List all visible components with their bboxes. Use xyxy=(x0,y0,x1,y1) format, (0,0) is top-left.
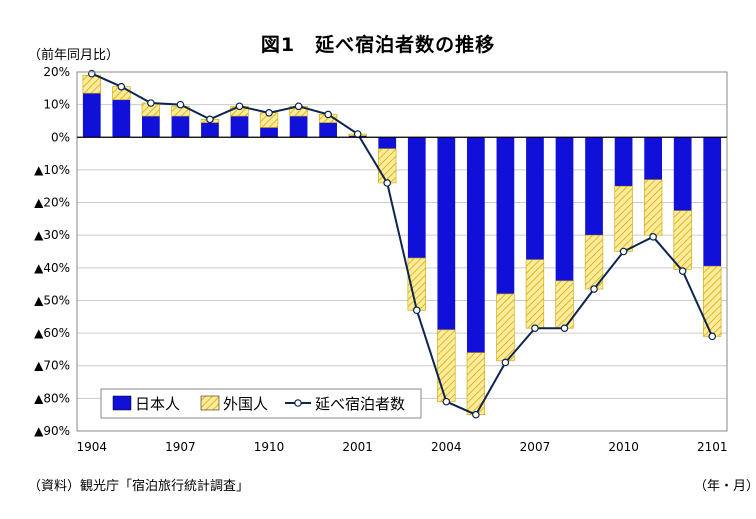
y-tick-label: ▲70% xyxy=(34,359,70,373)
bar-japanese xyxy=(585,137,603,236)
bar-japanese xyxy=(526,137,544,260)
total-series-line xyxy=(91,72,714,416)
total-point xyxy=(442,397,451,406)
bar-foreign xyxy=(614,185,633,252)
total-point xyxy=(649,233,657,241)
bar-japanese xyxy=(407,137,426,259)
y-tick-label: ▲80% xyxy=(34,391,70,405)
bar-foreign xyxy=(378,148,397,184)
total-point xyxy=(472,410,480,419)
legend-swatch-japanese xyxy=(112,395,132,411)
x-tick-label: 2101 xyxy=(697,440,728,454)
y-tick-label: ▲50% xyxy=(34,293,70,307)
bar-japanese xyxy=(201,122,219,138)
x-tick-label: 2007 xyxy=(520,440,551,454)
x-tick-label: 2004 xyxy=(431,440,462,454)
y-tick-label: ▲40% xyxy=(34,261,70,275)
total-point xyxy=(619,247,628,256)
legend-label-foreign: 外国人 xyxy=(223,395,268,413)
x-axis-unit-label: （年・月） xyxy=(694,479,756,494)
plot-frame xyxy=(76,71,728,432)
total-point xyxy=(531,324,539,332)
total-point xyxy=(708,332,717,341)
bar-japanese xyxy=(82,93,101,138)
y-tick-label: ▲30% xyxy=(34,228,70,242)
total-point xyxy=(87,69,96,78)
bars xyxy=(82,74,722,415)
bar-japanese xyxy=(230,116,249,138)
total-point xyxy=(176,100,185,109)
bar-japanese xyxy=(703,137,722,267)
legend-box xyxy=(100,388,422,419)
bar-japanese xyxy=(378,137,397,149)
axes: 20% 10% 0% ▲10% ▲20% ▲30% ▲40% ▲50% ▲60% ▲70% ▲80%… xyxy=(34,65,727,454)
x-tick-label: 1910 xyxy=(254,440,285,454)
source-note: （資料）観光庁「宿泊旅行統計調査」 xyxy=(28,479,250,494)
bar-japanese xyxy=(555,137,574,281)
bar-foreign xyxy=(643,179,663,236)
bar-japanese xyxy=(467,137,485,353)
y-tick-label: ▲20% xyxy=(34,196,70,210)
bar-japanese xyxy=(289,116,308,138)
bar-foreign xyxy=(525,259,545,329)
bar-japanese xyxy=(260,127,278,138)
bar-japanese xyxy=(644,137,662,180)
x-tick-label: 1904 xyxy=(76,440,107,454)
legend-marker-total xyxy=(294,399,302,407)
legend-swatch-foreign xyxy=(200,395,220,411)
total-point xyxy=(590,285,598,293)
legend-label-total: 延べ宿泊者数 xyxy=(315,395,405,413)
total-point xyxy=(117,82,126,91)
bar-foreign xyxy=(703,265,722,337)
y-axis-unit-label: （前年同月比） xyxy=(28,48,120,63)
bar-foreign xyxy=(673,210,692,270)
bar-japanese xyxy=(112,99,131,138)
total-line xyxy=(87,69,717,419)
bar-japanese xyxy=(437,137,456,330)
y-tick-label: 10% xyxy=(43,98,70,112)
total-point xyxy=(206,115,214,124)
y-tick-label: ▲60% xyxy=(34,326,70,340)
total-point xyxy=(265,108,273,117)
bar-foreign xyxy=(82,74,101,94)
total-point xyxy=(560,324,569,332)
bar-japanese xyxy=(142,116,160,138)
legend: 日本人 外国人 延べ宿泊者数 xyxy=(100,388,422,419)
chart-title: 図1 延べ宿泊者数の推移 xyxy=(260,34,496,56)
total-point xyxy=(678,267,687,275)
total-point xyxy=(294,102,303,111)
bar-japanese xyxy=(496,137,515,294)
total-point xyxy=(383,179,392,187)
y-tick-label: ▲90% xyxy=(34,424,70,438)
total-point xyxy=(235,102,244,111)
y-tick-label: 20% xyxy=(43,65,70,79)
bar-japanese xyxy=(673,137,692,211)
bar-foreign xyxy=(496,293,515,362)
y-tick-label: ▲10% xyxy=(34,163,70,177)
x-tick-label: 2010 xyxy=(608,440,639,454)
x-tick-label: 1907 xyxy=(165,440,196,454)
bar-japanese xyxy=(171,116,190,138)
bar-foreign xyxy=(437,329,456,402)
total-point xyxy=(324,110,332,119)
total-point xyxy=(412,306,421,315)
y-tick-label: 0% xyxy=(51,130,70,144)
total-point xyxy=(147,99,155,107)
total-point xyxy=(353,130,362,138)
total-point xyxy=(501,358,510,367)
x-tick-label: 2001 xyxy=(342,440,373,454)
bar-japanese xyxy=(614,137,633,187)
bar-japanese xyxy=(319,122,337,138)
legend-label-japanese: 日本人 xyxy=(135,395,180,413)
